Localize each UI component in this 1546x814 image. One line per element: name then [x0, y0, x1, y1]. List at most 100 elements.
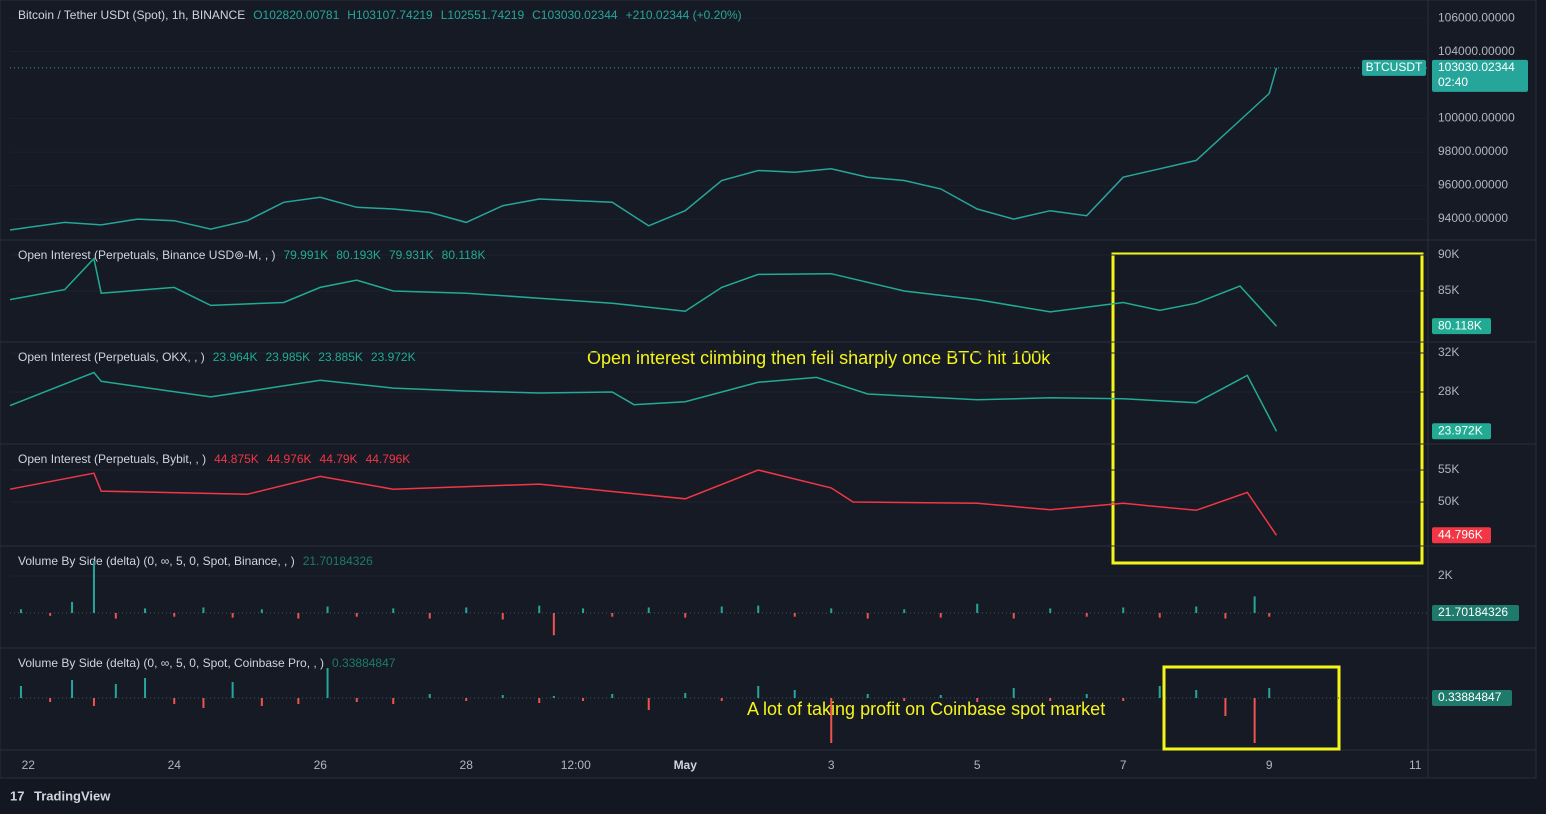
delta-bar: [392, 698, 395, 704]
series-line: [9, 371, 1278, 432]
pane-legend: Open Interest (Perpetuals, OKX, , ) 23.96…: [18, 350, 416, 364]
delta-bar: [465, 698, 468, 701]
x-tick-label: 9: [1266, 758, 1273, 772]
last-value: 44.796K: [1438, 527, 1483, 541]
annotation: A lot of taking profit on Coinbase spot …: [747, 699, 1105, 719]
last-value: 103030.02344: [1438, 60, 1515, 74]
delta-bar: [260, 609, 263, 614]
pane-legend: Open Interest (Perpetuals, Binance USD⊚-…: [18, 248, 485, 262]
legend-value: H103107.74219: [347, 8, 433, 22]
delta-bar: [552, 696, 555, 698]
y-tick-label: 2K: [1438, 568, 1453, 582]
delta-bar: [144, 608, 147, 614]
series-line: [9, 257, 1278, 327]
delta-bar: [582, 608, 585, 614]
delta-bar: [1253, 596, 1256, 614]
delta-bar: [501, 613, 504, 620]
delta-bar: [1268, 613, 1271, 617]
brand: TradingView: [34, 788, 111, 803]
y-tick-label: 90K: [1438, 247, 1459, 261]
delta-bar: [976, 603, 979, 614]
y-tick-label: 96000.00000: [1438, 178, 1508, 192]
pane-legend: Volume By Side (delta) (0, ∞, 5, 0, Spot…: [18, 554, 373, 568]
x-tick-label: 11: [1409, 758, 1422, 772]
delta-bar: [1268, 688, 1271, 698]
y-tick-label: 94000.00000: [1438, 211, 1508, 225]
delta-bar: [1158, 613, 1161, 618]
pane-legend: Volume By Side (delta) (0, ∞, 5, 0, Spot…: [18, 656, 396, 670]
delta-bar: [355, 613, 358, 617]
legend-value: 21.70184326: [303, 554, 373, 568]
delta-bar: [830, 698, 833, 743]
y-tick-label: 85K: [1438, 283, 1459, 297]
countdown: 02:40: [1438, 75, 1468, 89]
legend-value: 23.972K: [371, 350, 416, 364]
legend-value: 80.193K: [336, 248, 381, 262]
delta-bar: [757, 605, 760, 614]
delta-bar: [538, 605, 541, 614]
delta-bar: [92, 561, 95, 614]
delta-bar: [49, 698, 52, 702]
delta-bar: [19, 686, 22, 698]
legend-value: 79.991K: [284, 248, 329, 262]
x-tick-label: 3: [828, 758, 835, 772]
delta-bar: [465, 607, 468, 614]
y-tick-label: 50K: [1438, 494, 1459, 508]
delta-bar: [114, 613, 117, 619]
brand-logo: 17: [10, 788, 24, 803]
legend-value: 23.964K: [213, 350, 258, 364]
last-value: 23.972K: [1438, 423, 1483, 437]
delta-bar: [1049, 698, 1052, 701]
delta-bar: [392, 608, 395, 614]
legend-value: C103030.02344: [532, 8, 618, 22]
delta-bar: [684, 613, 687, 618]
delta-bar: [1195, 606, 1198, 614]
delta-bar: [114, 684, 117, 698]
y-tick-label: 104000.00000: [1438, 44, 1515, 58]
legend-value: 44.976K: [267, 452, 312, 466]
series-line: [9, 469, 1278, 536]
delta-bar: [231, 682, 234, 698]
x-tick-label: 28: [460, 758, 474, 772]
legend-value: 23.885K: [318, 350, 363, 364]
delta-bar: [173, 613, 176, 617]
delta-bar: [355, 698, 358, 702]
delta-bar: [939, 613, 942, 618]
last-value: 80.118K: [1438, 318, 1482, 332]
delta-bar: [326, 668, 329, 698]
symbol-tag: [1362, 59, 1426, 76]
delta-bar: [1085, 613, 1088, 617]
x-tick-label: 5: [974, 758, 981, 772]
pane-title: Bitcoin / Tether USDt (Spot), 1h, BINANC…: [18, 8, 245, 22]
delta-bar: [1122, 698, 1125, 701]
delta-bar: [173, 698, 176, 704]
delta-bar: [647, 607, 650, 614]
legend-value: 0.33884847: [332, 656, 396, 670]
delta-bar: [866, 694, 869, 698]
x-tick-label: 12:00: [561, 758, 591, 772]
delta-bar: [202, 698, 205, 708]
legend-value: +210.02344 (+0.20%): [626, 8, 742, 22]
delta-bar: [1012, 613, 1015, 619]
x-tick-label: 26: [314, 758, 328, 772]
delta-bar: [428, 613, 431, 619]
delta-bar: [611, 613, 614, 617]
delta-bar: [1049, 608, 1052, 614]
delta-bar: [538, 698, 541, 703]
delta-bar: [202, 607, 205, 614]
delta-bar: [976, 698, 979, 702]
legend-value: O102820.00781: [253, 8, 339, 22]
pane-title: Open Interest (Perpetuals, OKX, , ): [18, 350, 205, 364]
delta-bar: [720, 606, 723, 614]
symbol-tag-text: BTCUSDT: [1366, 60, 1423, 74]
delta-bar: [92, 698, 95, 706]
x-tick-label: 7: [1120, 758, 1127, 772]
last-value: 0.33884847: [1438, 690, 1502, 704]
delta-bar: [297, 698, 300, 704]
legend-value: 23.985K: [265, 350, 310, 364]
delta-bar: [1122, 607, 1125, 614]
pane-title: Open Interest (Perpetuals, Binance USD⊚-…: [18, 248, 276, 262]
delta-bar: [326, 606, 329, 614]
